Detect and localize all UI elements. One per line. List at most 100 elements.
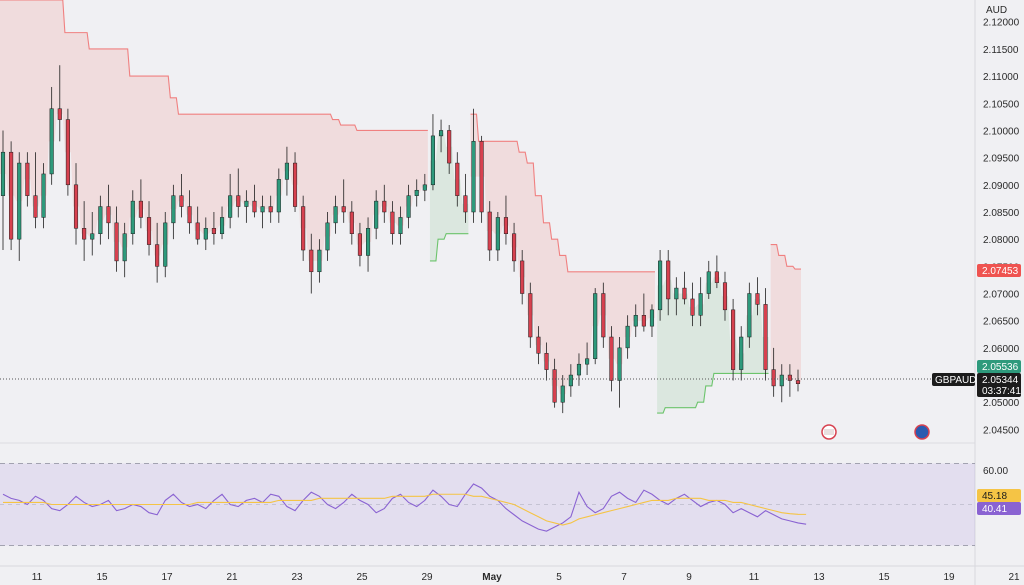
candle xyxy=(779,364,784,403)
au-flag-icon[interactable] xyxy=(914,424,930,440)
candle-body-up xyxy=(617,347,622,381)
time-tick-label: 9 xyxy=(686,572,692,583)
candle-body-up xyxy=(625,325,630,349)
candle xyxy=(463,173,468,223)
candle xyxy=(252,184,257,218)
candle xyxy=(390,201,395,245)
time-tick-label: 17 xyxy=(161,572,173,583)
candle-body-up xyxy=(471,141,476,213)
candle-body-down xyxy=(512,233,517,262)
candle-body-down xyxy=(341,206,346,213)
candle xyxy=(309,233,314,294)
candle xyxy=(682,271,687,305)
price-tick-label: 2.06000 xyxy=(983,344,1020,355)
price-tick-label: 2.11500 xyxy=(983,45,1019,56)
candle xyxy=(787,364,792,397)
time-tick-label: 11 xyxy=(749,572,760,583)
candle-body-up xyxy=(325,222,330,251)
upper-band-fill xyxy=(470,114,655,395)
candle-body-down xyxy=(487,211,492,251)
candle-body-down xyxy=(33,195,38,218)
candle xyxy=(666,250,671,316)
symbol-badge[interactable]: GBPAUD xyxy=(932,373,977,386)
candle xyxy=(398,206,403,245)
candle xyxy=(706,260,711,299)
upper-band-badge: 2.07453 xyxy=(977,264,1021,277)
candle xyxy=(609,326,614,392)
candle xyxy=(260,195,265,229)
candle xyxy=(552,358,557,408)
rsi-ma-badge: 45.18 xyxy=(977,489,1021,502)
time-tick-label: 5 xyxy=(556,572,562,583)
candle xyxy=(98,195,103,245)
time-axis[interactable]: 11 15 17 21 23 25 29 May 5 7 9 11 13 15 19 21 xyxy=(32,572,1020,583)
candle xyxy=(739,326,744,381)
candle xyxy=(430,114,435,191)
candle-body-down xyxy=(138,200,143,218)
candle-body-down xyxy=(57,108,62,120)
time-tick-label: 7 xyxy=(621,572,627,583)
candle-body-down xyxy=(771,369,776,387)
candle xyxy=(187,190,192,234)
candle-body-up xyxy=(366,228,371,256)
candle xyxy=(649,304,655,338)
candle xyxy=(366,217,371,272)
countdown-text: 03:37:41 xyxy=(982,386,1021,397)
time-tick-label: 21 xyxy=(1008,572,1020,583)
candle-body-down xyxy=(349,211,354,234)
candle xyxy=(625,315,630,359)
rsi-value-badge: 40.41 xyxy=(977,502,1021,515)
candle xyxy=(406,184,411,229)
price-tick-label: 2.09000 xyxy=(983,181,1020,192)
candle xyxy=(747,282,752,348)
candle xyxy=(0,130,6,251)
candlestick-series xyxy=(0,65,801,414)
candle xyxy=(617,337,622,408)
candle xyxy=(268,195,273,223)
candle xyxy=(171,184,176,240)
candle-body-down xyxy=(528,293,533,338)
candle xyxy=(512,222,517,272)
candle-body-up xyxy=(244,200,249,207)
price-tick-label: 2.10000 xyxy=(983,126,1020,137)
candle xyxy=(698,277,703,327)
candle xyxy=(49,86,54,185)
price-tick-label: 2.11000 xyxy=(983,72,1019,83)
candle-body-up xyxy=(276,179,281,213)
event-icon-au[interactable] xyxy=(914,424,930,440)
candle xyxy=(487,201,492,261)
candle-body-down xyxy=(25,162,30,196)
candle-body-down xyxy=(722,282,728,311)
candle-body-down xyxy=(390,211,395,234)
uk-flag-fill xyxy=(824,429,834,435)
candle xyxy=(73,163,79,245)
candle xyxy=(130,190,135,245)
candle xyxy=(17,152,22,261)
candle xyxy=(536,326,541,365)
symbol-badge-bg xyxy=(932,373,975,386)
time-tick-label: May xyxy=(482,572,502,583)
candle-body-up xyxy=(422,184,427,191)
candle xyxy=(795,369,801,392)
candle xyxy=(203,217,208,251)
candle-body-down xyxy=(455,162,460,196)
candle xyxy=(341,179,346,223)
candle xyxy=(633,304,638,338)
candle-body-down xyxy=(187,206,192,224)
candle-body-down xyxy=(641,315,646,327)
rsi-pane[interactable] xyxy=(0,463,975,546)
candle-body-up xyxy=(130,200,135,234)
price-tick-label: 2.04500 xyxy=(983,425,1020,436)
upper-band-badge-bg xyxy=(977,264,1021,277)
price-tick-label: 2.05000 xyxy=(983,398,1020,409)
candle xyxy=(317,239,322,283)
candle-body-down xyxy=(146,217,152,245)
upper-band-line xyxy=(470,113,655,273)
event-icon-uk[interactable] xyxy=(821,424,837,440)
currency-label: AUD xyxy=(986,5,1007,16)
time-tick-label: 15 xyxy=(96,572,108,583)
rsi-ma-line xyxy=(3,493,807,526)
upper-band-fill xyxy=(770,244,801,383)
candle xyxy=(163,211,168,278)
